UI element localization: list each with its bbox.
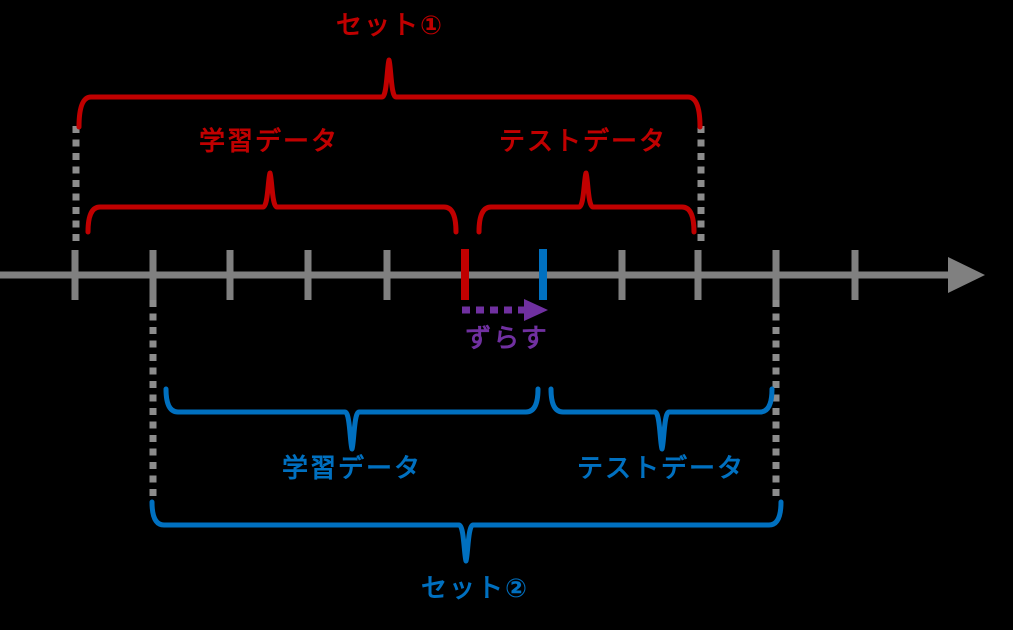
set1-test-label: テストデータ <box>498 127 668 157</box>
timeline-ticks <box>71 250 859 300</box>
set1-label: セット① <box>335 11 445 41</box>
set-boundaries <box>72 126 780 500</box>
shift-arrowhead-icon <box>524 299 548 321</box>
set2-train-label: 学習データ <box>281 454 423 484</box>
set2-test-label: テストデータ <box>576 454 746 484</box>
set2-test-brace <box>548 386 775 452</box>
set1-brace <box>76 57 703 130</box>
set1-test-brace <box>476 170 697 235</box>
set1-braces <box>76 57 703 235</box>
set2-brace <box>149 499 784 564</box>
set1-train-brace <box>85 170 459 235</box>
set1-train-label: 学習データ <box>198 127 340 157</box>
set2-label: セット② <box>420 574 530 604</box>
shift-arrow <box>462 299 548 321</box>
set2-braces <box>149 386 784 564</box>
shift-label: ずらす <box>465 324 549 354</box>
set2-train-brace <box>163 386 541 452</box>
timeline-arrowhead-icon <box>948 257 985 293</box>
